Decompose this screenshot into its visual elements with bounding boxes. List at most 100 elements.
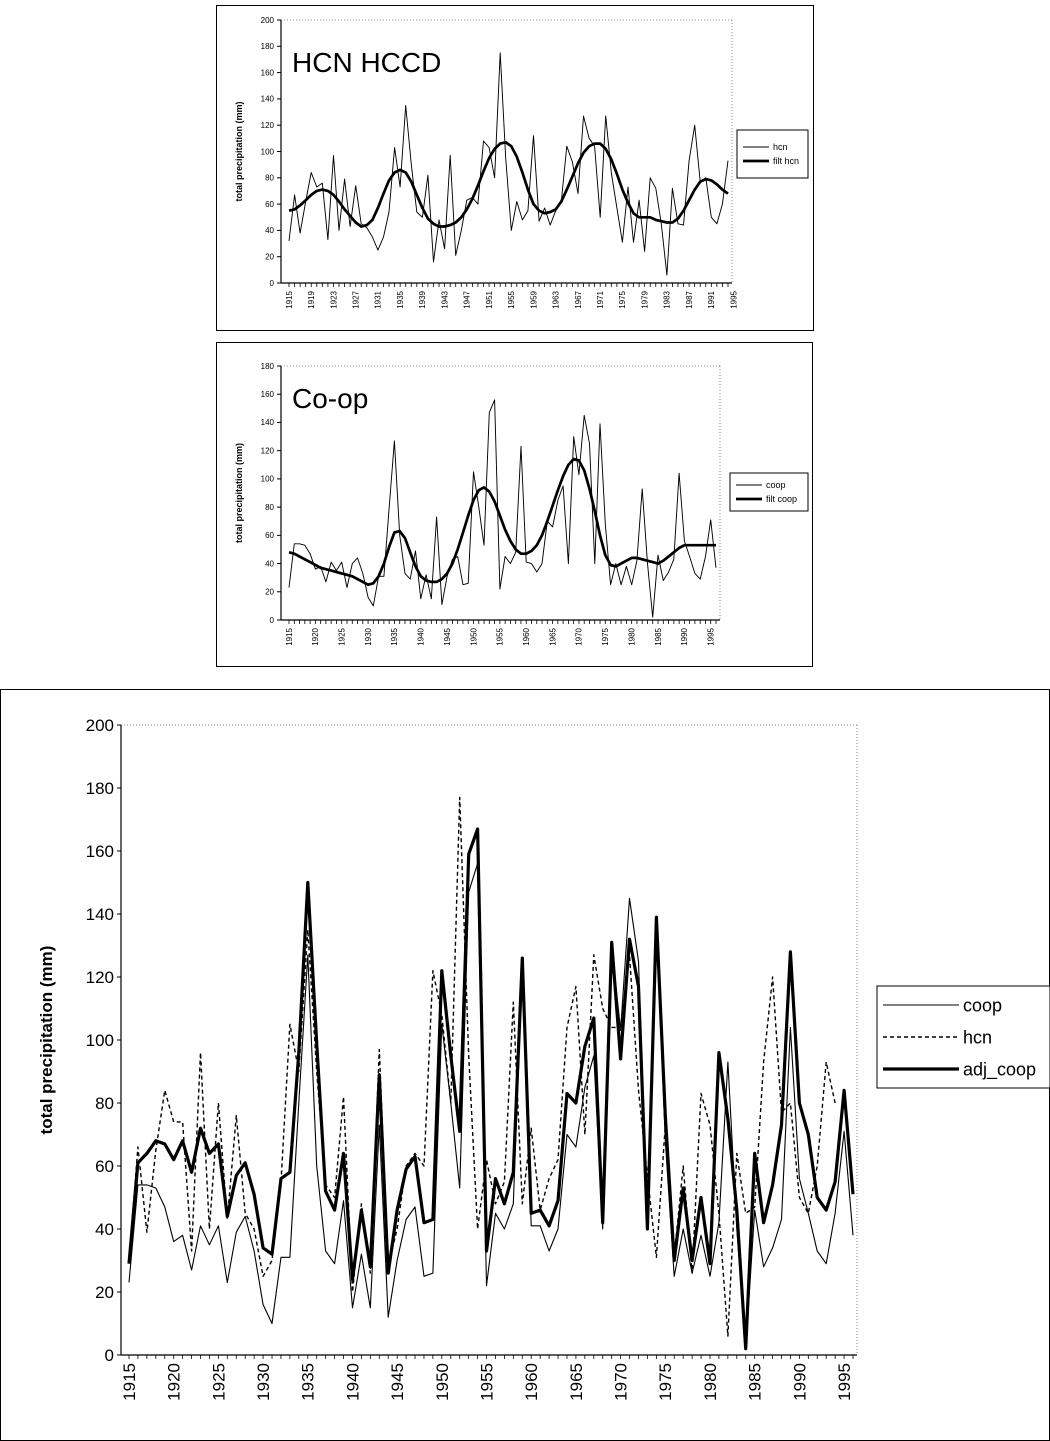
y-tick-label: 40 — [265, 226, 274, 235]
x-tick-label: 1927 — [351, 290, 360, 308]
x-tick-label: 1915 — [120, 1363, 139, 1401]
legend-label-adj-coop: adj_coop — [963, 1059, 1036, 1080]
x-tick-label: 1943 — [440, 290, 449, 308]
x-tick-label: 1991 — [707, 290, 716, 308]
x-tick-label: 1975 — [656, 1363, 675, 1401]
x-tick-label: 1995 — [707, 627, 716, 645]
y-tick-label: 140 — [261, 418, 275, 427]
chart-title: HCN HCCD — [292, 47, 441, 78]
y-tick-label: 0 — [105, 1346, 114, 1365]
x-tick-label: 1945 — [388, 1363, 407, 1401]
chart-title: Co-op — [292, 383, 368, 414]
x-tick-label: 1925 — [338, 627, 347, 645]
y-tick-label: 20 — [95, 1283, 114, 1302]
x-tick-label: 1975 — [618, 290, 627, 308]
x-tick-label: 1965 — [548, 627, 557, 645]
y-axis-label: total precipitation (mm) — [234, 101, 244, 201]
x-tick-label: 1979 — [640, 290, 649, 308]
x-tick-label: 1939 — [418, 290, 427, 308]
legend-box — [736, 129, 809, 179]
x-tick-label: 1935 — [390, 627, 399, 645]
x-tick-label: 1950 — [469, 627, 478, 645]
series-line-filt-coop — [288, 457, 716, 587]
y-tick-label: 120 — [86, 968, 114, 987]
legend-label-coop: coop — [766, 480, 786, 490]
y-tick-label: 120 — [261, 121, 275, 130]
x-tick-label: 1970 — [612, 1363, 631, 1401]
y-tick-label: 20 — [265, 588, 274, 597]
y-tick-label: 60 — [95, 1157, 114, 1176]
series-line-hcn — [128, 796, 836, 1337]
x-tick-label: 1955 — [477, 1363, 496, 1401]
x-tick-label: 1915 — [285, 290, 294, 308]
x-tick-label: 1975 — [601, 627, 610, 645]
chart-3: 0 20 40 60 80 100 120 140 160 180 200 1915 1920 1925 1… — [0, 689, 1050, 1441]
y-tick-label: 100 — [261, 475, 275, 484]
x-tick-label: 1930 — [254, 1363, 273, 1401]
x-tick-label: 1985 — [654, 627, 663, 645]
x-tick-label: 1951 — [485, 290, 494, 308]
x-tick-label: 1919 — [307, 290, 316, 308]
x-tick-label: 1967 — [574, 290, 583, 308]
series-line-hcn — [288, 52, 729, 276]
x-tick-label: 1940 — [417, 627, 426, 645]
y-tick-label: 200 — [86, 716, 114, 735]
x-tick-label: 1990 — [680, 627, 689, 645]
x-tick-label: 1935 — [299, 1363, 318, 1401]
x-tick-label: 1940 — [343, 1363, 362, 1401]
chart-1: 0 20 40 60 80 100 120 140 160 180 200 1915 1919 1923 1… — [216, 5, 814, 331]
y-tick-label: 180 — [261, 42, 275, 51]
x-tick-label: 1923 — [329, 290, 338, 308]
y-tick-label: 180 — [261, 362, 275, 371]
x-tick-label: 1947 — [463, 290, 472, 308]
y-tick-label: 80 — [265, 503, 274, 512]
series-line-coop — [288, 399, 717, 618]
x-tick-label: 1955 — [496, 627, 505, 645]
chart-frame — [216, 5, 814, 331]
y-tick-label: 80 — [95, 1094, 114, 1113]
x-tick-label: 1971 — [596, 290, 605, 308]
legend-label-filt-hcn: filt hcn — [773, 156, 799, 166]
x-tick-label: 1965 — [567, 1363, 586, 1401]
x-tick-label: 1930 — [364, 627, 373, 645]
x-tick-label: 1987 — [685, 290, 694, 308]
x-tick-label: 1931 — [374, 290, 383, 308]
y-tick-label: 40 — [265, 559, 274, 568]
x-tick-label: 1980 — [701, 1363, 720, 1401]
y-tick-label: 140 — [86, 905, 114, 924]
x-tick-label: 1983 — [663, 290, 672, 308]
x-tick-label: 1945 — [443, 627, 452, 645]
x-tick-label: 1960 — [522, 1363, 541, 1401]
x-tick-label: 1995 — [835, 1363, 854, 1401]
x-tick-label: 1960 — [522, 627, 531, 645]
y-tick-label: 100 — [86, 1031, 114, 1050]
y-tick-label: 120 — [261, 446, 275, 455]
x-tick-label: 1950 — [433, 1363, 452, 1401]
legend: hcn filt hcn — [736, 129, 809, 179]
y-tick-label: 160 — [86, 842, 114, 861]
y-tick-label: 200 — [261, 16, 275, 25]
legend-label-hcn: hcn — [773, 142, 788, 152]
y-tick-label: 0 — [270, 616, 275, 625]
legend: coop hcn adj_coop — [876, 985, 1050, 1089]
y-tick-label: 180 — [86, 779, 114, 798]
chart-2: 0 20 40 60 80 100 120 140 160 180 1915 1920 1925 1930… — [216, 342, 813, 667]
x-tick-label: 1980 — [627, 627, 636, 645]
x-tick-label: 1925 — [209, 1363, 228, 1401]
x-tick-label: 1990 — [790, 1363, 809, 1401]
x-tick-label: 1920 — [311, 627, 320, 645]
chart-frame — [216, 342, 813, 667]
x-tick-label: 1915 — [285, 627, 294, 645]
y-axis-label: total precipitation (mm) — [234, 443, 244, 543]
y-tick-label: 20 — [265, 253, 274, 262]
y-tick-label: 60 — [265, 531, 274, 540]
x-tick-label: 1920 — [165, 1363, 184, 1401]
series-line-coop — [128, 863, 854, 1350]
x-tick-label: 1963 — [552, 290, 561, 308]
y-tick-label: 160 — [261, 68, 275, 77]
y-tick-label: 80 — [265, 174, 274, 183]
x-tick-label: 1955 — [507, 290, 516, 308]
legend-box — [729, 472, 809, 512]
legend-label-hcn: hcn — [963, 1027, 992, 1047]
